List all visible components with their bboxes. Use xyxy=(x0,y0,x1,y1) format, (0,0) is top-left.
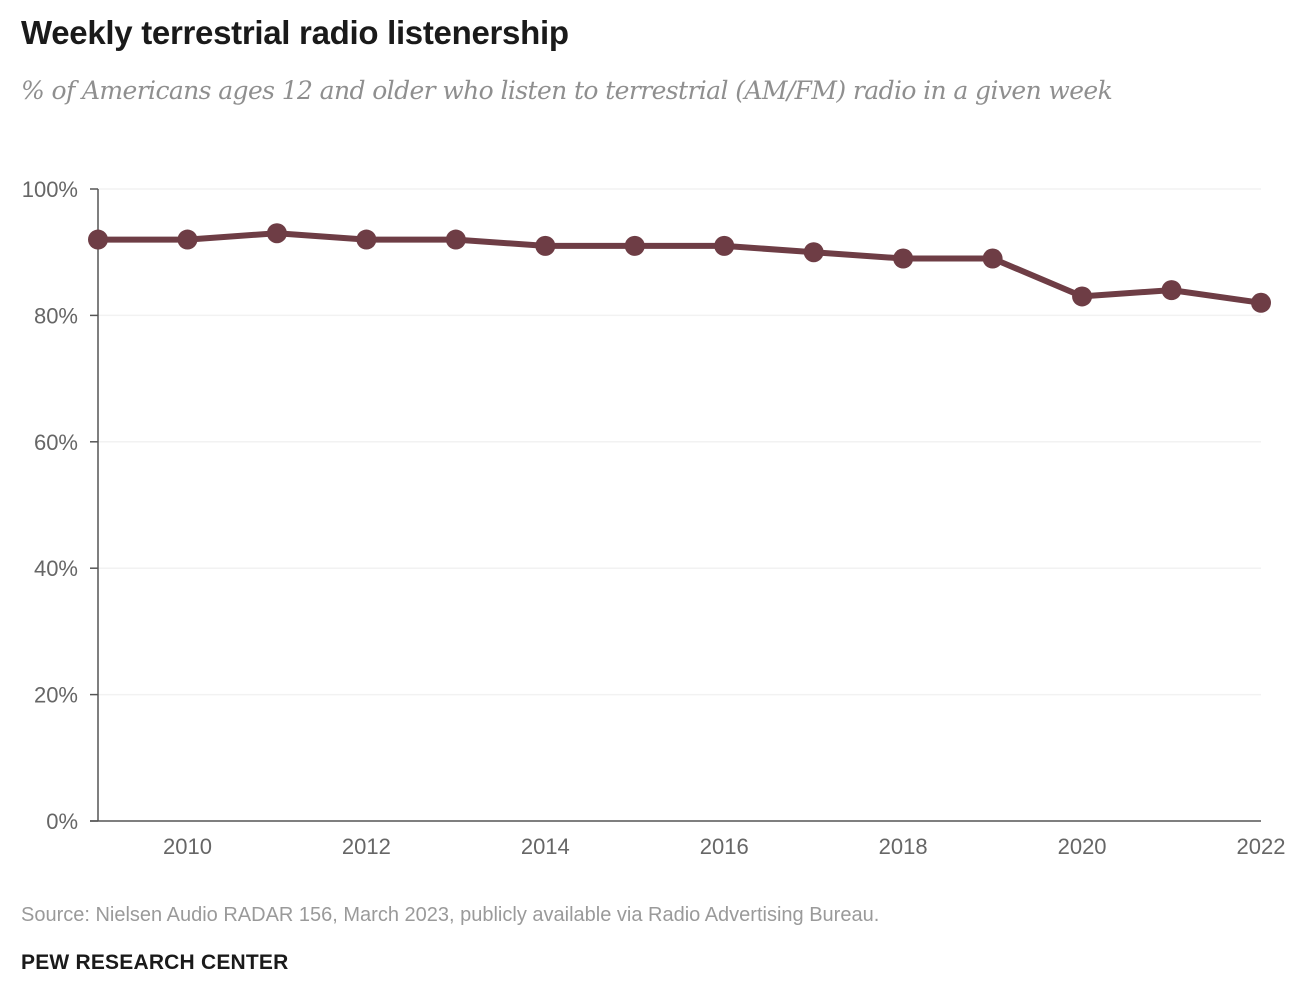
series-layer xyxy=(88,223,1271,313)
chart-subtitle: % of Americans ages 12 and older who lis… xyxy=(21,76,1113,105)
organization-label: PEW RESEARCH CENTER xyxy=(21,951,289,974)
data-point xyxy=(982,248,1003,269)
data-point xyxy=(266,223,287,244)
source-note: Source: Nielsen Audio RADAR 156, March 2… xyxy=(21,904,880,926)
data-point xyxy=(1161,280,1182,301)
x-tick-label: 2010 xyxy=(163,834,212,859)
y-tick-label: 40% xyxy=(34,556,78,581)
y-tick-label: 100% xyxy=(22,177,78,202)
data-point xyxy=(893,248,914,269)
x-tick-label: 2012 xyxy=(342,834,391,859)
y-axis: 0% 20% 40% 60% 80% 100% xyxy=(22,177,99,834)
gridlines xyxy=(98,188,1261,696)
x-axis: 2010 2012 2014 2016 2018 2020 2022 xyxy=(90,820,1286,859)
x-tick-label: 2022 xyxy=(1237,834,1286,859)
y-tick-label: 0% xyxy=(46,809,78,834)
x-tick-label: 2018 xyxy=(879,834,928,859)
data-point xyxy=(714,235,735,256)
data-point xyxy=(535,235,556,256)
y-tick-label: 80% xyxy=(34,303,78,328)
chart-title: Weekly terrestrial radio listenership xyxy=(21,14,569,51)
series-line xyxy=(95,230,1264,306)
data-point xyxy=(624,235,645,256)
data-point xyxy=(1072,286,1093,307)
y-tick-label: 60% xyxy=(34,430,78,455)
x-tick-label: 2020 xyxy=(1058,834,1107,859)
data-point xyxy=(88,229,108,250)
x-tick-label: 2014 xyxy=(521,834,570,859)
line-chart: 0%20%40%60%80%100% 2010 2012 2014 2016 2018 2… xyxy=(22,177,1286,859)
data-point xyxy=(177,229,198,250)
data-point xyxy=(356,229,377,250)
y-tick-label: 20% xyxy=(34,683,78,708)
x-tick-label: 2016 xyxy=(700,834,749,859)
data-point xyxy=(445,229,466,250)
data-point xyxy=(803,242,824,263)
data-point xyxy=(1251,292,1271,313)
